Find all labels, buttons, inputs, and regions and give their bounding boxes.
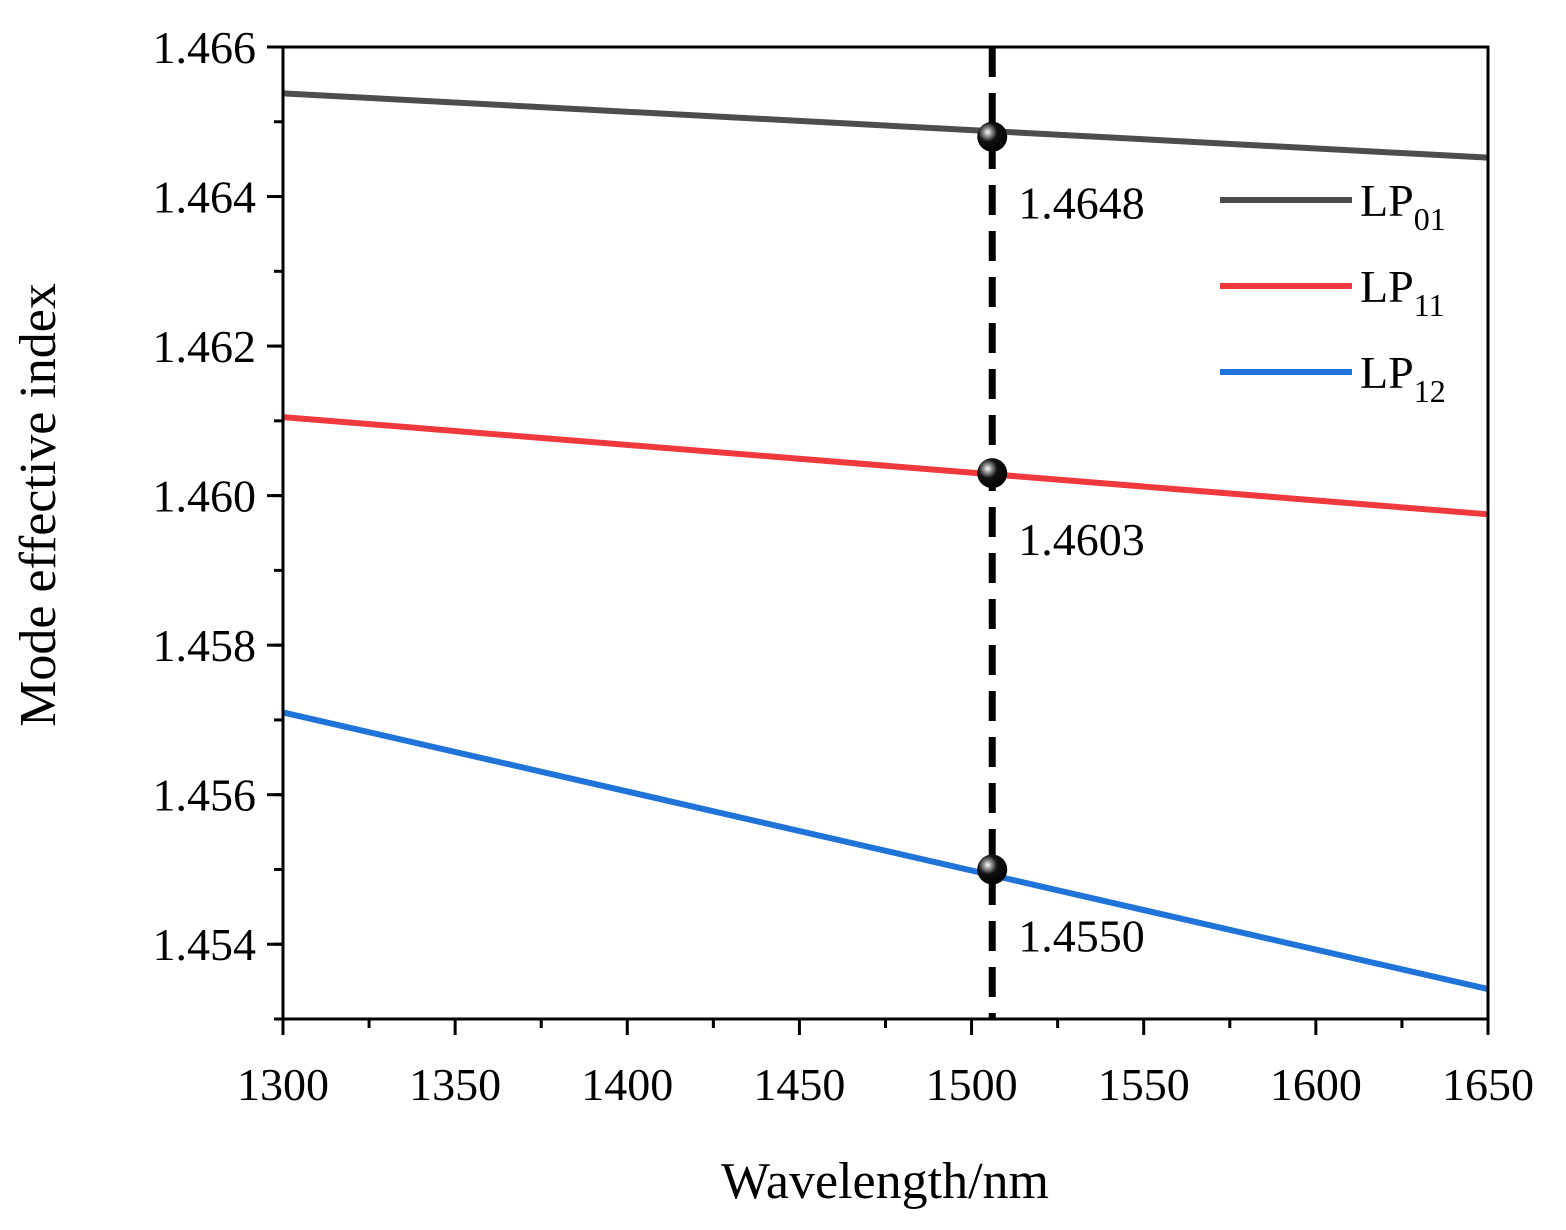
y-tick-label: 1.456 [153, 770, 257, 821]
marker-point [977, 854, 1008, 885]
y-axis-ticks: 1.454 1.456 1.458 1.460 1.462 1.464 1.466 [153, 22, 283, 1021]
y-tick-label: 1.460 [153, 471, 257, 522]
x-tick-label: 1350 [409, 1059, 501, 1110]
marker-point [977, 121, 1008, 152]
legend: LP01 LP11 LP12 [1220, 175, 1446, 409]
x-tick-label: 1650 [1442, 1059, 1534, 1110]
annotation-label: 1.4648 [1018, 178, 1144, 229]
y-tick-label: 1.454 [153, 919, 257, 970]
legend-label: LP12 [1360, 347, 1446, 409]
legend-label: LP11 [1360, 261, 1445, 323]
legend-label: LP01 [1360, 175, 1446, 237]
x-axis-ticks: 1300 1350 1400 1450 1500 1550 1600 1650 [237, 1019, 1534, 1110]
x-tick-label: 1450 [753, 1059, 845, 1110]
series-line-lp11 [282, 414, 1489, 518]
series-line-lp12 [282, 709, 1489, 993]
x-tick-label: 1600 [1270, 1059, 1362, 1110]
series-lines [282, 90, 1489, 993]
x-tick-label: 1550 [1098, 1059, 1190, 1110]
marker-point [977, 458, 1008, 489]
y-tick-label: 1.464 [153, 172, 257, 223]
annotation-label: 1.4603 [1018, 514, 1144, 565]
y-tick-label: 1.462 [153, 321, 257, 372]
annotation-label: 1.4550 [1018, 910, 1144, 961]
y-tick-label: 1.466 [153, 22, 257, 73]
x-tick-label: 1500 [926, 1059, 1018, 1110]
x-tick-label: 1400 [581, 1059, 673, 1110]
x-axis-title: Wavelength/nm [721, 1153, 1049, 1210]
x-tick-label: 1300 [237, 1059, 329, 1110]
y-axis-title: Mode effective index [10, 283, 67, 727]
plot-frame [281, 45, 1490, 1021]
annotations: 1.4648 1.4603 1.4550 [1018, 178, 1144, 962]
y-tick-label: 1.458 [153, 620, 257, 671]
series-line-lp01 [282, 90, 1489, 161]
markers [977, 121, 1008, 885]
